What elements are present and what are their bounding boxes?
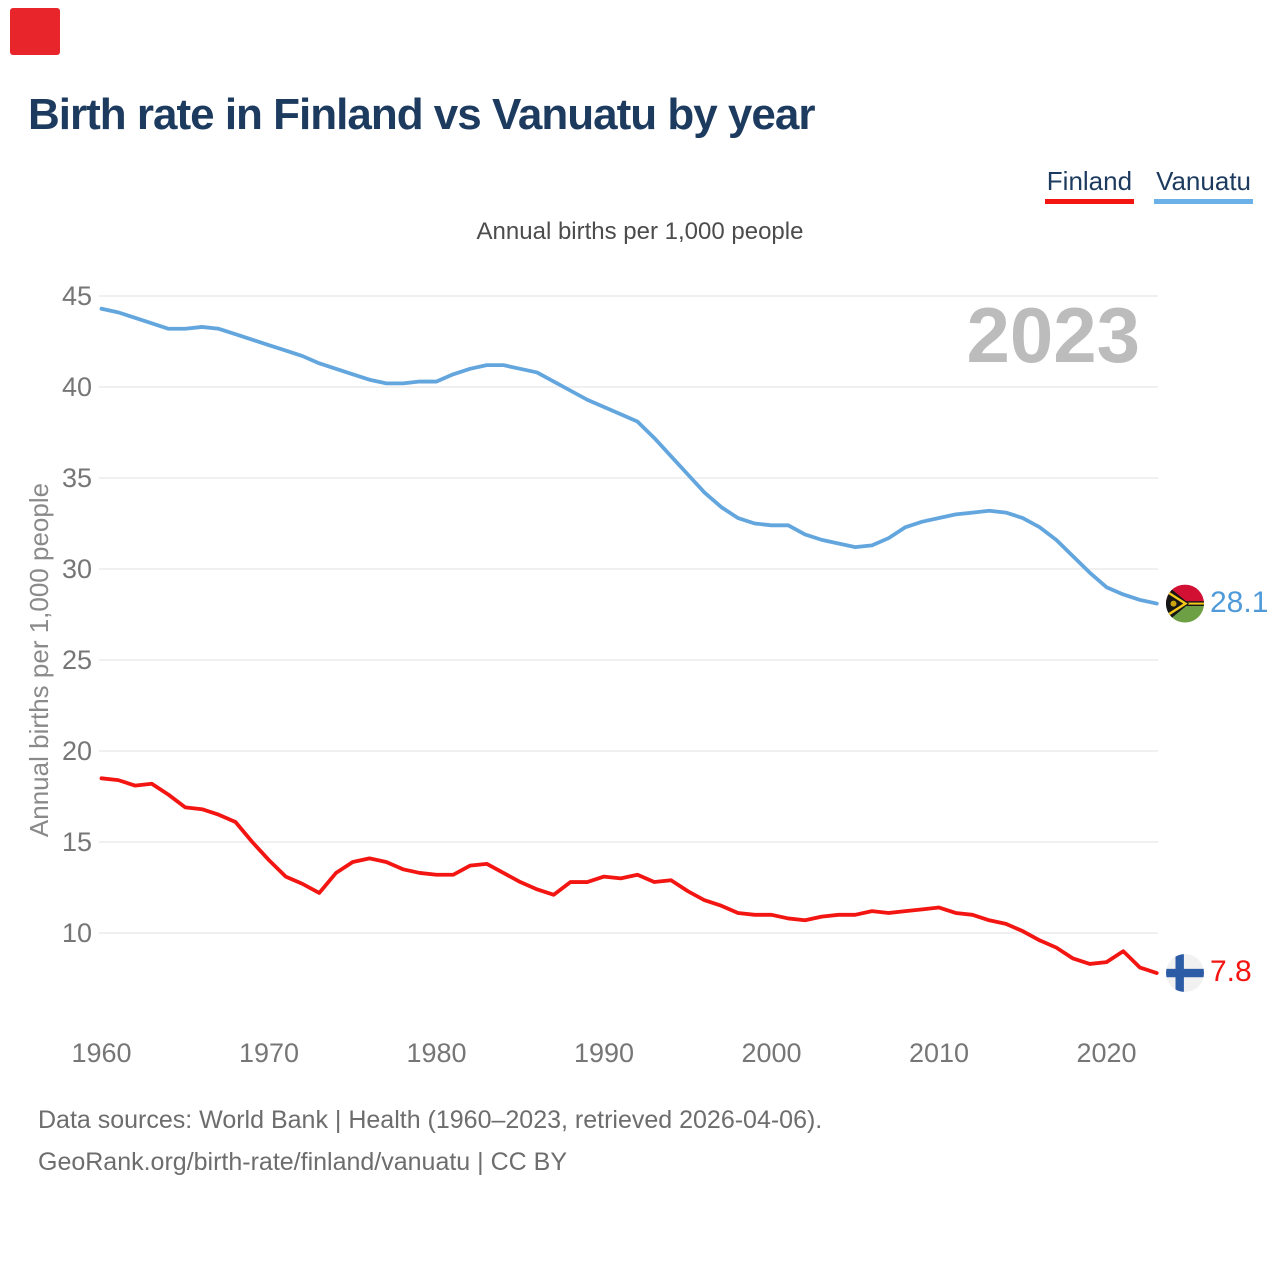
watermark-year: 2023 [966, 291, 1140, 379]
x-tick-label: 1970 [239, 1038, 299, 1068]
x-tick-label: 2000 [741, 1038, 801, 1068]
y-tick-label: 15 [62, 827, 92, 857]
x-tick-label: 1980 [406, 1038, 466, 1068]
finland-flag-icon [1166, 954, 1204, 993]
x-tick-label: 2010 [909, 1038, 969, 1068]
legend-item-finland[interactable]: Finland [1044, 166, 1135, 204]
vanuatu-flag-icon [1166, 584, 1204, 623]
legend-item-vanuatu[interactable]: Vanuatu [1154, 166, 1253, 204]
y-tick-label: 45 [62, 281, 92, 311]
finland-line [99, 776, 1159, 975]
site-logo [10, 8, 60, 55]
x-tick-label: 2020 [1076, 1038, 1136, 1068]
y-axis-title: Annual births per 1,000 people [24, 483, 54, 837]
chart-subtitle: Annual births per 1,000 people [476, 218, 804, 245]
vanuatu-line [99, 306, 1159, 606]
x-tick-label: 1960 [71, 1038, 131, 1068]
y-tick-label: 20 [62, 736, 92, 766]
footer-sources: Data sources: World Bank | Health (1960–… [38, 1106, 823, 1134]
vanuatu-end-label: 28.1 [1210, 585, 1269, 619]
y-tick-label: 25 [62, 645, 92, 675]
y-tick-label: 40 [62, 372, 92, 402]
y-tick-label: 10 [62, 918, 92, 948]
y-tick-label: 30 [62, 554, 92, 584]
legend: Finland Vanuatu [1044, 166, 1253, 204]
y-tick-label: 35 [62, 463, 92, 493]
footer-link: GeoRank.org/birth-rate/finland/vanuatu |… [38, 1148, 567, 1176]
legend-label-finland: Finland [1046, 166, 1133, 196]
legend-underline-vanuatu [1154, 199, 1253, 204]
legend-label-vanuatu: Vanuatu [1156, 166, 1251, 196]
legend-underline-finland [1044, 199, 1135, 204]
finland-end-label: 7.8 [1210, 955, 1252, 989]
page-title: Birth rate in Finland vs Vanuatu by year [28, 90, 815, 139]
x-tick-label: 1990 [574, 1038, 634, 1068]
